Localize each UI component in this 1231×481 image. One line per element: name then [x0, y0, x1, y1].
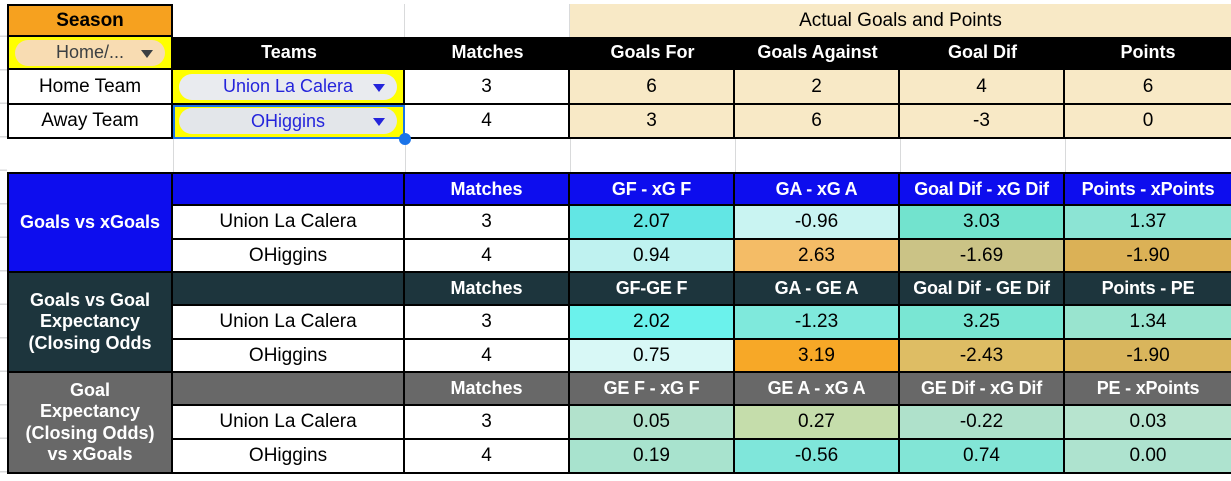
matches-cell[interactable]: 3	[405, 206, 570, 240]
stat-cell[interactable]: 2	[735, 70, 900, 105]
metric-header-cell: GA - xG A	[735, 172, 900, 206]
goal-dif-header-cell: Goal Dif	[900, 37, 1065, 70]
stat-cell[interactable]: 0	[1065, 105, 1231, 139]
matches-cell[interactable]: 3	[405, 406, 570, 440]
matches-header-cell: Matches	[405, 37, 570, 70]
home-team-label-cell[interactable]: Home Team	[7, 70, 173, 105]
stat-cell[interactable]: 0.00	[1065, 440, 1231, 474]
home-team-dropdown-cell[interactable]: Union La Calera	[173, 70, 405, 105]
matches-cell[interactable]: 3	[405, 70, 570, 105]
stat-cell[interactable]: -0.96	[735, 206, 900, 240]
stat-cell[interactable]: 1.37	[1065, 206, 1231, 240]
home-away-filter-cell[interactable]: Home/...	[7, 37, 173, 70]
spacer-cell[interactable]	[405, 4, 570, 37]
stat-cell[interactable]: -2.43	[900, 340, 1065, 373]
matches-cell[interactable]: 4	[405, 105, 570, 139]
stat-cell[interactable]: 6	[570, 70, 735, 105]
stat-cell[interactable]: 3	[570, 105, 735, 139]
stat-cell[interactable]: 0.74	[900, 440, 1065, 474]
team-name-cell[interactable]: Union La Calera	[173, 406, 405, 440]
stat-cell[interactable]: 0.19	[570, 440, 735, 474]
section-label-goal-expectancy-vs-xgoals: Goal Expectancy (Closing Odds) vs xGoals	[7, 373, 173, 474]
stat-cell[interactable]: -1.90	[1065, 240, 1231, 273]
away-team-dropdown-cell[interactable]: OHiggins	[173, 105, 405, 139]
metric-header-cell: Goal Dif - GE Dif	[900, 273, 1065, 306]
metric-header-cell: PE - xPoints	[1065, 373, 1231, 406]
goals-against-header-cell: Goals Against	[735, 37, 900, 70]
team-name-cell[interactable]: OHiggins	[173, 340, 405, 373]
goals-for-header-cell: Goals For	[570, 37, 735, 70]
stat-cell[interactable]: 3.19	[735, 340, 900, 373]
stat-cell[interactable]: 3.03	[900, 206, 1065, 240]
metric-header-cell: GE A - xG A	[735, 373, 900, 406]
matches-cell[interactable]: 4	[405, 340, 570, 373]
home-team-name: Union La Calera	[222, 76, 354, 96]
metric-header-cell: GE F - xG F	[570, 373, 735, 406]
stat-cell[interactable]: -0.56	[735, 440, 900, 474]
stat-cell[interactable]: -1.69	[900, 240, 1065, 273]
stat-cell[interactable]: -1.90	[1065, 340, 1231, 373]
stat-cell[interactable]: 0.05	[570, 406, 735, 440]
stat-cell[interactable]: 0.75	[570, 340, 735, 373]
metric-header-cell: Goal Dif - xG Dif	[900, 172, 1065, 206]
fill-handle[interactable]	[399, 133, 411, 145]
section-header-blank-cell	[173, 273, 405, 306]
metric-header-cell: GA - GE A	[735, 273, 900, 306]
section-label-goals-vs-goal-expectancy: Goals vs Goal Expectancy (Closing Odds	[7, 273, 173, 373]
team-name-cell[interactable]: OHiggins	[173, 240, 405, 273]
matches-cell[interactable]: 4	[405, 240, 570, 273]
metric-header-cell: GF - xG F	[570, 172, 735, 206]
section-header-blank-cell	[173, 172, 405, 206]
matches-header-cell: Matches	[405, 273, 570, 306]
stat-cell[interactable]: 3.25	[900, 306, 1065, 340]
dropdown-arrow-icon	[373, 83, 385, 92]
stat-cell[interactable]: 2.63	[735, 240, 900, 273]
dropdown-arrow-icon	[373, 118, 385, 126]
stat-cell[interactable]: 4	[900, 70, 1065, 105]
metric-header-cell: GF-GE F	[570, 273, 735, 306]
stat-cell[interactable]: 2.07	[570, 206, 735, 240]
stat-cell[interactable]: 2.02	[570, 306, 735, 340]
teams-header-cell: Teams	[173, 37, 405, 70]
matches-header-cell: Matches	[405, 172, 570, 206]
home-team-dropdown[interactable]: Union La Calera	[179, 73, 397, 100]
stat-cell[interactable]: 0.94	[570, 240, 735, 273]
matches-cell[interactable]: 3	[405, 306, 570, 340]
matches-header-cell: Matches	[405, 373, 570, 406]
stat-cell[interactable]: 0.03	[1065, 406, 1231, 440]
stat-cell[interactable]: 0.27	[735, 406, 900, 440]
stat-cell[interactable]: -1.23	[735, 306, 900, 340]
matches-cell[interactable]: 4	[405, 440, 570, 474]
dropdown-arrow-icon	[141, 49, 153, 58]
metric-header-cell: GE Dif - xG Dif	[900, 373, 1065, 406]
season-header-cell[interactable]: Season	[7, 4, 173, 37]
actual-goals-points-banner: Actual Goals and Points	[570, 4, 1231, 37]
metric-header-cell: Points - xPoints	[1065, 172, 1231, 206]
home-away-dropdown[interactable]: Home/...	[15, 39, 165, 66]
away-team-name: OHiggins	[250, 110, 326, 131]
empty-row[interactable]	[7, 139, 1231, 172]
metric-header-cell: Points - PE	[1065, 273, 1231, 306]
stat-cell[interactable]: 6	[735, 105, 900, 139]
stat-cell[interactable]: 6	[1065, 70, 1231, 105]
stat-cell[interactable]: 1.34	[1065, 306, 1231, 340]
away-team-label-cell[interactable]: Away Team	[7, 105, 173, 139]
team-name-cell[interactable]: Union La Calera	[173, 306, 405, 340]
section-label-goals-vs-xgoals: Goals vs xGoals	[7, 172, 173, 273]
spacer-cell[interactable]	[173, 4, 405, 37]
row-gutter	[0, 0, 7, 481]
stat-cell[interactable]: -3	[900, 105, 1065, 139]
team-name-cell[interactable]: OHiggins	[173, 440, 405, 474]
stat-cell[interactable]: -0.22	[900, 406, 1065, 440]
team-name-cell[interactable]: Union La Calera	[173, 206, 405, 240]
points-header-cell: Points	[1065, 37, 1231, 70]
home-away-dropdown-label: Home/...	[55, 42, 125, 62]
section-header-blank-cell	[173, 373, 405, 406]
away-team-dropdown[interactable]: OHiggins	[179, 108, 397, 134]
